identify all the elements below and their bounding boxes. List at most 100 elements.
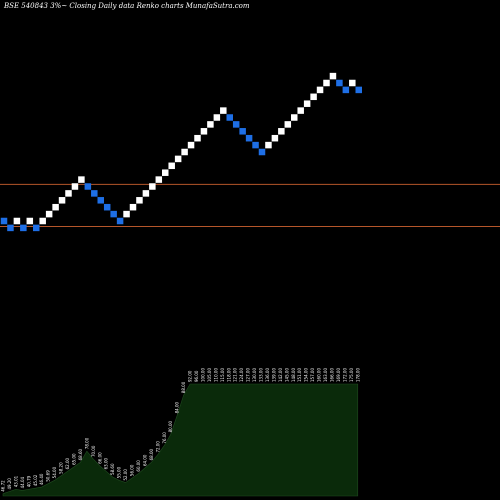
volume-labels: 46.72 49.20 43.01 44.04 40.79 45.02 46.40 50.69… [1,368,361,492]
brick-6 [39,217,46,225]
volume-label-15: 66.00 [97,452,102,464]
volume-label-51: 166.00 [329,368,334,382]
brick-4 [26,217,34,225]
brick-30 [194,134,201,142]
volume-label-8: 54.00 [52,466,57,478]
volume-label-2: 43.01 [13,475,18,487]
volume-label-32: 105.00 [207,368,212,382]
brick-48 [310,93,317,101]
volume-label-11: 65.00 [71,453,76,465]
volume-label-1: 49.20 [7,478,12,490]
volume-label-4: 40.79 [26,475,31,487]
brick-14 [91,190,98,197]
brick-55 [355,86,362,94]
brick-31 [200,128,208,135]
brick-49 [316,86,324,94]
volume-label-38: 127.00 [246,368,251,382]
volume-area [2,383,359,497]
brick-45 [291,114,298,121]
volume-label-48: 157.00 [310,368,315,382]
volume-label-14: 70.00 [91,445,96,457]
brick-19 [123,210,130,218]
volume-label-41: 136.00 [265,368,270,382]
brick-43 [278,128,285,135]
volume-label-21: 60.00 [136,460,141,472]
volume-label-26: 80.00 [168,420,173,432]
volume-label-10: 62.00 [65,457,70,469]
volume-label-13: 78.00 [84,437,89,449]
brick-33 [213,114,221,121]
volume-label-16: 63.00 [104,457,109,469]
brick-34 [220,107,227,114]
brick-36 [232,121,240,128]
brick-40 [258,148,266,156]
volume-label-55: 178.00 [355,368,360,382]
brick-26 [168,162,175,170]
brick-37 [239,128,246,135]
volume-label-47: 154.00 [304,368,309,382]
volume-label-52: 169.00 [336,368,341,382]
brick-25 [162,169,169,176]
volume-label-54: 175.00 [349,368,354,382]
volume-label-17: 58.60 [110,463,115,475]
volume-label-49: 160.00 [317,368,322,382]
brick-24 [155,176,163,183]
renko-bricks [0,72,362,232]
volume-label-24: 72.00 [155,441,160,453]
brick-23 [149,183,156,190]
brick-13 [84,183,92,190]
brick-38 [245,134,253,142]
brick-10 [65,190,72,197]
brick-53 [342,86,350,94]
brick-35 [226,114,233,121]
brick-9 [58,197,66,204]
volume-label-35: 118.00 [226,368,231,382]
volume-label-44: 145.00 [284,368,289,382]
volume-label-27: 84.00 [175,401,180,413]
brick-1 [7,224,14,232]
chart-title: BSE 540843 3%~ Closing Daily data Renko … [3,2,250,10]
volume-label-33: 110.00 [213,368,218,382]
volume-label-22: 64.00 [142,454,147,466]
volume-label-29: 92.00 [188,370,193,382]
volume-label-39: 130.00 [252,368,257,382]
volume-label-30: 96.00 [194,370,199,382]
volume-label-34: 115.00 [220,368,225,382]
brick-29 [187,141,195,149]
volume-label-42: 139.00 [271,368,276,382]
brick-41 [265,141,272,149]
volume-label-31: 100.00 [200,368,205,382]
brick-18 [116,217,124,225]
brick-12 [78,176,85,183]
brick-5 [33,224,40,232]
volume-label-25: 76.00 [162,432,167,444]
volume-label-43: 142.00 [278,368,283,382]
volume-label-53: 172.00 [342,368,347,382]
volume-label-36: 121.00 [233,368,238,382]
volume-label-50: 163.00 [323,368,328,382]
brick-22 [142,190,150,197]
volume-label-0: 46.72 [1,480,6,492]
brick-50 [323,79,330,87]
brick-17 [110,210,117,218]
brick-46 [297,107,304,114]
volume-label-20: 56.00 [130,464,135,476]
brick-0 [0,217,8,225]
brick-32 [207,121,214,128]
brick-20 [129,203,137,211]
brick-11 [71,183,79,190]
volume-label-18: 55.00 [117,466,122,478]
brick-15 [97,197,104,204]
brick-27 [174,155,182,163]
volume-label-12: 68.60 [78,448,83,460]
brick-8 [52,203,59,211]
volume-label-6: 46.40 [39,473,44,485]
volume-label-45: 148.00 [291,368,296,382]
brick-3 [20,224,27,232]
brick-39 [252,141,259,149]
brick-21 [136,197,143,204]
brick-52 [336,79,343,87]
brick-54 [349,79,356,87]
brick-7 [45,210,53,218]
